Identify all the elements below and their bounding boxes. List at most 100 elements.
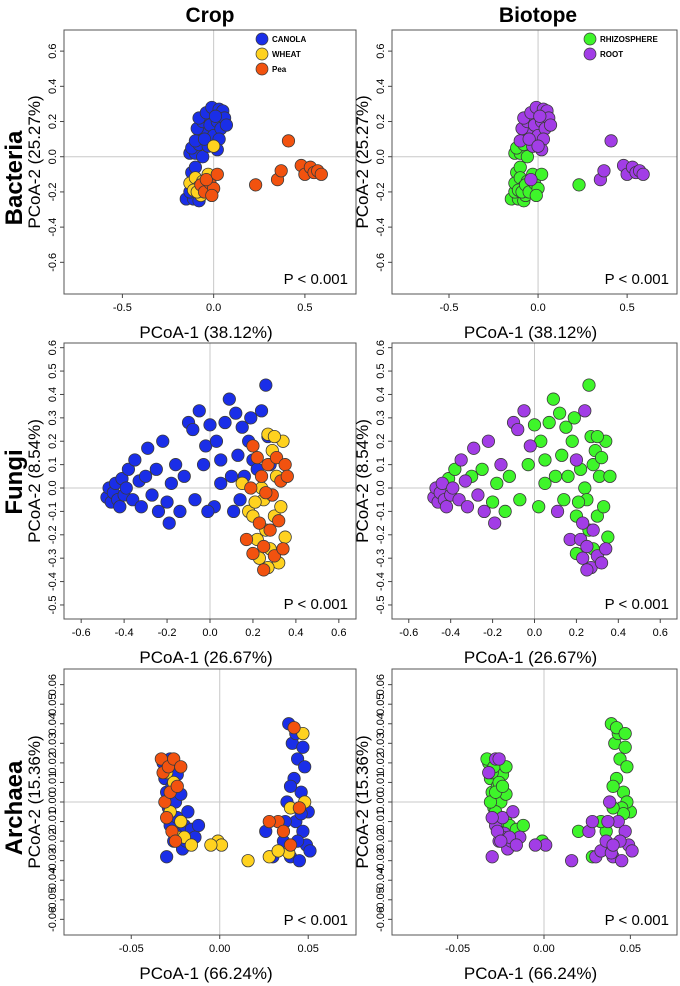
- y-tick-label: -0.01: [375, 809, 387, 834]
- data-point-wheat: [274, 500, 288, 514]
- y-tick-label: -0.05: [47, 887, 59, 912]
- data-point-canola: [227, 504, 241, 519]
- x-tick-label: -0.4: [115, 627, 134, 639]
- column-title-crop: Crop: [186, 4, 235, 27]
- legend-marker-root: [583, 47, 597, 61]
- data-point-root: [485, 811, 499, 825]
- data-point-wheat: [204, 838, 218, 852]
- y-tick-label: 0.3: [375, 410, 387, 425]
- data-point-rhizosphere: [590, 509, 604, 523]
- y-axis-label: PCoA-2 (8.54%): [25, 419, 44, 543]
- data-point-canola: [141, 441, 155, 455]
- data-point-canola: [145, 488, 159, 502]
- data-point-wheat: [271, 844, 285, 858]
- data-point-canola: [160, 495, 174, 509]
- y-tick-label: 0.00: [47, 791, 59, 812]
- data-point-root: [586, 523, 600, 537]
- data-point-rhizosphere: [572, 178, 586, 192]
- row-title-fungi: Fungi: [1, 449, 28, 514]
- x-axis-label: PCoA-1 (66.24%): [139, 964, 272, 983]
- data-point-canola: [119, 481, 133, 495]
- y-tick-label: 0.2: [375, 434, 387, 449]
- legend-label-root: ROOT: [600, 50, 623, 59]
- y-tick-label: -0.2: [47, 182, 59, 201]
- x-tick-label: 0.05: [298, 943, 319, 955]
- y-tick-label: 0.05: [375, 693, 387, 714]
- data-point-root: [506, 805, 520, 819]
- data-point-pea: [278, 458, 292, 472]
- y-tick-label: -0.2: [375, 525, 387, 544]
- data-point-canola: [201, 504, 215, 519]
- y-tick-label: 0.4: [47, 79, 59, 94]
- data-point-rhizosphere: [475, 462, 489, 476]
- data-point-root: [528, 838, 542, 852]
- data-point-rhizosphere: [498, 504, 512, 519]
- data-point-pea: [250, 451, 264, 465]
- data-point-canola: [224, 469, 239, 483]
- x-tick-label: 0.6: [331, 627, 346, 639]
- y-tick-label: 0.5: [47, 363, 59, 378]
- series-wheat: [160, 726, 312, 868]
- data-point-canola: [188, 493, 202, 507]
- data-point-rhizosphere: [594, 451, 609, 465]
- data-point-canola: [196, 150, 210, 164]
- data-point-root: [460, 500, 475, 514]
- series-pea: [154, 721, 306, 852]
- data-point-rhizosphere: [553, 406, 567, 420]
- data-point-canola: [292, 854, 306, 868]
- x-tick-label: -0.6: [72, 627, 91, 639]
- data-point-canola: [149, 462, 163, 476]
- data-point-root: [565, 854, 579, 868]
- data-point-rhizosphere: [567, 411, 581, 425]
- data-point-root: [550, 504, 565, 519]
- y-axis-label: PCoA-2 (15.36%): [25, 735, 44, 868]
- data-point-root: [580, 563, 594, 577]
- data-point-rhizosphere: [582, 378, 596, 392]
- x-tick-label: 0.2: [569, 627, 584, 639]
- p-value-annotation: P < 0.001: [284, 596, 348, 613]
- data-point-canola: [209, 434, 224, 448]
- panel-bacteria-crop: -0.6 -0.4 -0.2 0.0 0.2 0.4 0.6 -0.5 0.0 0.5 PCoA-1…: [25, 29, 357, 342]
- data-point-root: [606, 838, 620, 852]
- plot-frame: [63, 29, 357, 295]
- data-point-root: [494, 458, 508, 472]
- data-point-canola: [156, 434, 170, 448]
- x-axis-label: PCoA-1 (26.67%): [139, 648, 272, 667]
- y-tick-label: -0.2: [47, 525, 59, 544]
- data-point-root: [454, 453, 468, 467]
- data-point-root: [477, 504, 491, 519]
- y-tick-label: 0.0: [375, 149, 387, 164]
- y-tick-label: 0.2: [375, 114, 387, 129]
- data-point-root: [533, 109, 547, 123]
- y-tick-label: -0.02: [47, 829, 59, 854]
- data-point-canola: [191, 818, 206, 833]
- data-point-rhizosphere: [520, 150, 534, 164]
- x-tick-label: 0.0: [527, 627, 542, 639]
- y-tick-label: 0.6: [375, 340, 387, 355]
- panel-archaea-biotope: -0.06-0.05-0.04-0.03-0.02-0.010.000.010.…: [353, 668, 678, 983]
- data-point-rhizosphere: [495, 779, 510, 793]
- data-point-rhizosphere: [538, 476, 552, 490]
- y-tick-label: 0.4: [375, 387, 387, 402]
- row-title-archaea: Archaea: [1, 760, 28, 855]
- data-point-pea: [249, 178, 263, 192]
- data-point-root: [543, 118, 558, 132]
- data-point-pea: [287, 721, 301, 735]
- y-tick-label: -0.1: [375, 502, 387, 521]
- y-tick-label: 0.03: [47, 733, 59, 754]
- y-tick-label: 0.2: [47, 114, 59, 129]
- x-tick-label: -0.5: [113, 302, 132, 314]
- data-point-root: [576, 516, 590, 530]
- data-point-pea: [314, 167, 328, 181]
- data-point-rhizosphere: [561, 469, 575, 483]
- y-tick-label: 0.6: [47, 340, 59, 355]
- series-root: [427, 404, 613, 577]
- data-point-pea: [199, 173, 213, 187]
- data-point-rhizosphere: [578, 481, 592, 495]
- legend-marker-wheat: [255, 47, 269, 61]
- data-point-pea: [257, 539, 271, 554]
- data-point-root: [524, 173, 538, 187]
- data-point-pea: [276, 542, 290, 556]
- panel-fungi-biotope: -0.5 -0.4 -0.3 -0.2 -0.1 0.0 0.1 0.2 0.3 0.4 0.5 0.…: [353, 340, 678, 667]
- data-point-rhizosphere: [448, 462, 462, 476]
